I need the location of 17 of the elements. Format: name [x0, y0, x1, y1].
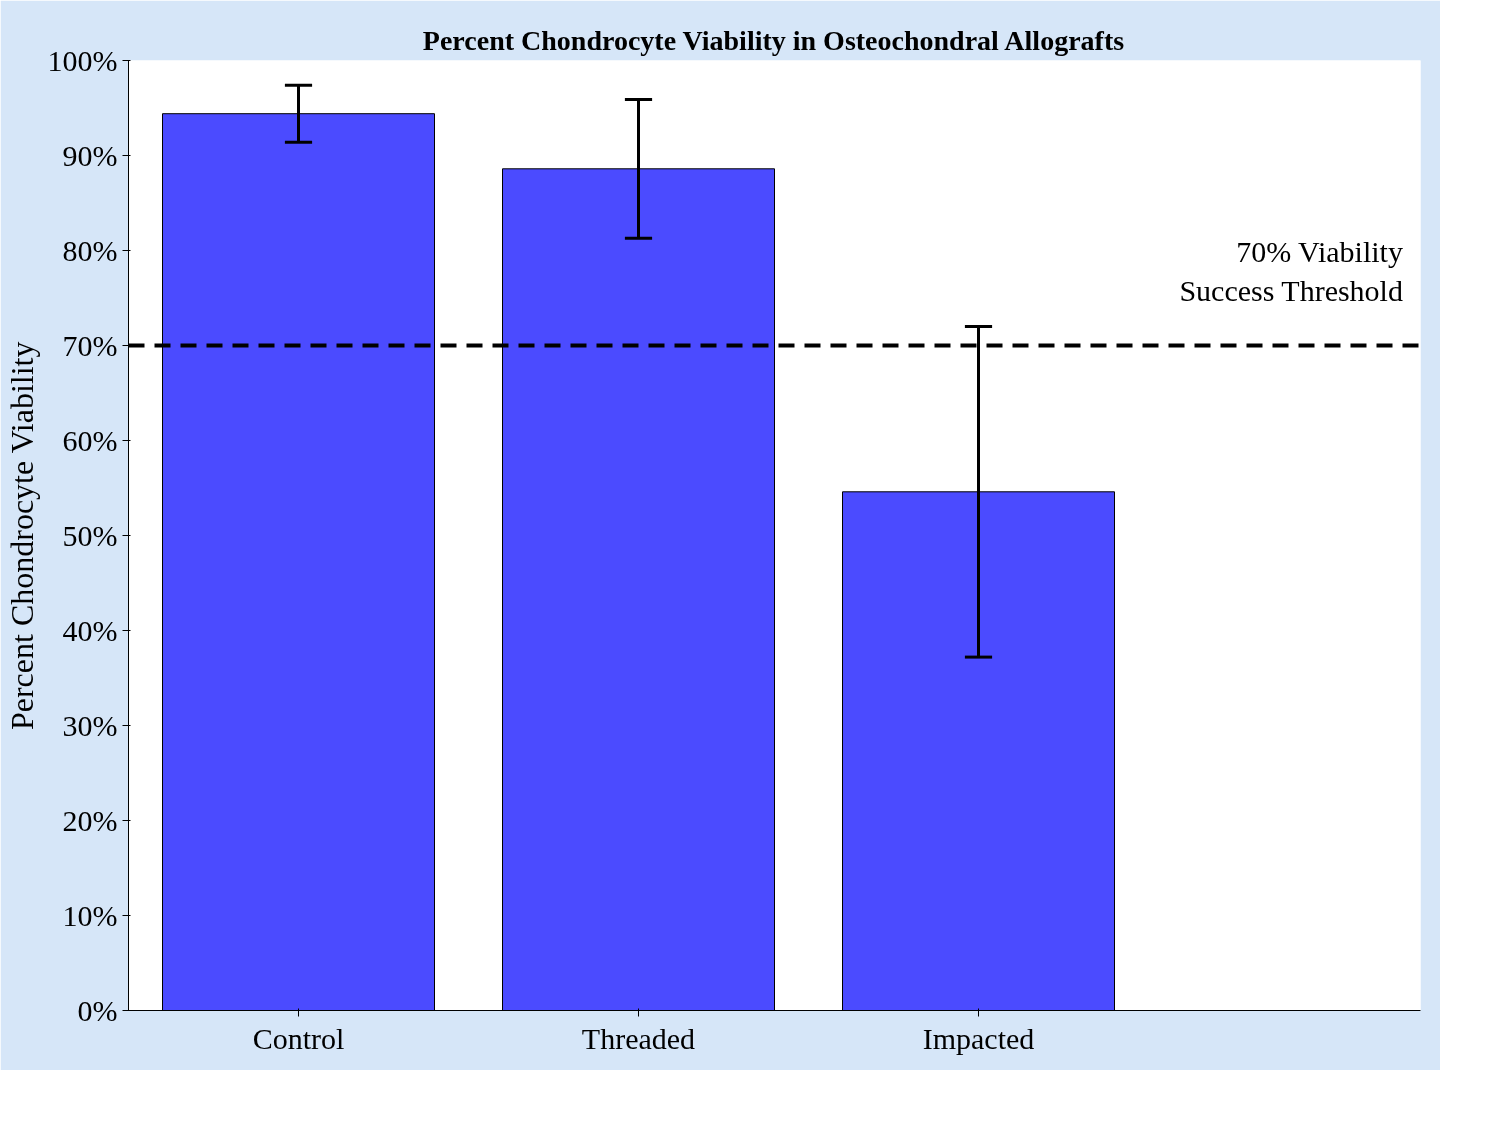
y-tick-label: 90% — [62, 139, 118, 172]
y-tick-label: 80% — [62, 234, 118, 267]
x-tick-label: Impacted — [922, 1021, 1035, 1055]
y-tick-label: 100% — [47, 44, 118, 77]
x-tick-label: Control — [252, 1021, 345, 1055]
x-tick-label: Threaded — [581, 1021, 696, 1055]
y-tick-label: 40% — [62, 614, 118, 647]
y-tick-label: 60% — [62, 424, 118, 457]
y-tick-label: 30% — [62, 709, 118, 742]
y-tick-label: 50% — [62, 519, 118, 552]
y-axis-title: Percent Chondrocyte Viability — [3, 341, 40, 731]
y-tick-label: 10% — [62, 899, 118, 932]
ref-line-label: 70% Viability Success Threshold — [1179, 234, 1403, 308]
y-tick-label: 70% — [62, 329, 118, 362]
y-tick-label: 0% — [77, 994, 118, 1027]
chart-title: Percent Chondrocyte Viability in Osteochondral Allografts — [422, 24, 1125, 56]
y-tick-label: 20% — [62, 804, 118, 837]
